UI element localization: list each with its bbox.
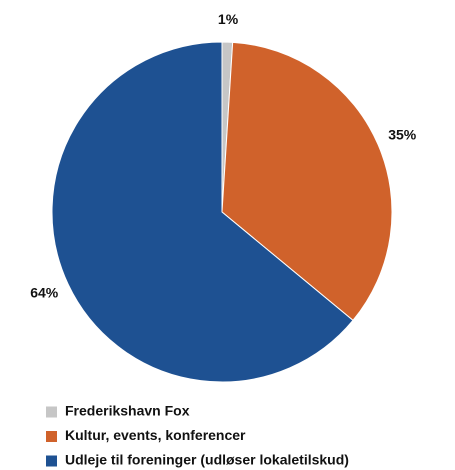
legend-label: Kultur, events, konferencer	[65, 427, 246, 443]
legend-swatch	[46, 431, 57, 442]
data-label: 35%	[388, 126, 417, 142]
legend-label: Udleje til foreninger (udløser lokaletil…	[65, 452, 349, 468]
data-label: 1%	[218, 11, 239, 27]
pie-slice	[51, 41, 354, 383]
legend-swatch	[46, 455, 57, 467]
legend-label: Frederikshavn Fox	[65, 403, 190, 419]
pie-slice	[221, 41, 393, 322]
legend-swatch	[46, 406, 57, 418]
data-label: 64%	[30, 284, 59, 300]
